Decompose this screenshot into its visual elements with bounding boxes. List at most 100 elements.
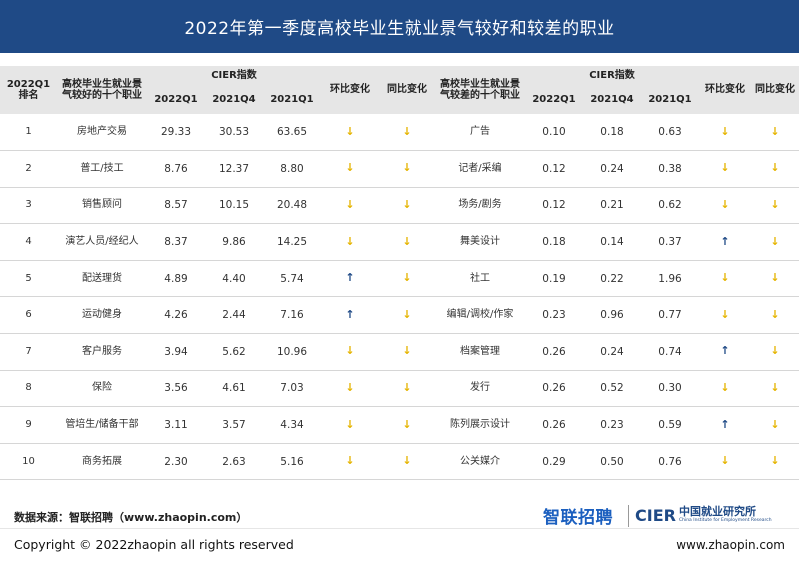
rank-cell: 2 (0, 150, 57, 188)
good-yoy-cell: ↓ (379, 443, 435, 481)
bad-yoy-cell: ↓ (751, 333, 799, 371)
rank-cell: 5 (0, 260, 57, 298)
bad-job-cell: 陈列展示设计 (435, 406, 525, 444)
header-good-2022q1: 2022Q1 (147, 86, 205, 114)
arrow-down-icon: ↓ (770, 234, 780, 248)
good-yoy-cell: ↓ (379, 187, 435, 225)
arrow-down-icon: ↓ (720, 161, 730, 175)
bad-2022q1-cell: 0.12 (525, 150, 583, 188)
arrow-down-icon: ↓ (345, 344, 355, 358)
table-row: 4 演艺人员/经纪人 8.37 9.86 14.25 ↓ ↓ 舞美设计 0.18 0.14 0.37… (0, 223, 799, 261)
bad-mom-cell: ↑ (699, 333, 751, 371)
data-source: 数据来源：智联招聘（www.zhaopin.com） (14, 511, 248, 524)
good-2021q1-cell: 63.65 (263, 114, 321, 152)
rank-cell: 9 (0, 406, 57, 444)
bad-job-cell: 社工 (435, 260, 525, 298)
divider (0, 528, 799, 529)
arrow-down-icon: ↓ (345, 417, 355, 431)
good-2021q1-cell: 14.25 (263, 223, 321, 261)
arrow-down-icon: ↓ (402, 307, 412, 321)
zhaopin-logo: 智联招聘 (543, 502, 613, 528)
good-mom-cell: ↓ (321, 114, 379, 152)
bad-2021q1-cell: 0.63 (641, 114, 699, 152)
bad-job-cell: 发行 (435, 370, 525, 408)
good-2022q1-cell: 4.89 (147, 260, 205, 298)
cier-logo: CIER 中国就业研究所 China Institute for Employm… (635, 502, 772, 528)
bad-yoy-cell: ↓ (751, 187, 799, 225)
header-good-2021q1: 2021Q1 (263, 86, 321, 114)
good-job-cell: 商务拓展 (57, 443, 147, 481)
arrow-down-icon: ↓ (770, 380, 780, 394)
good-mom-cell: ↓ (321, 150, 379, 188)
rank-cell: 6 (0, 296, 57, 335)
arrow-down-icon: ↓ (402, 454, 412, 468)
header-bad-2021q4: 2021Q4 (583, 86, 641, 114)
site-url: www.zhaopin.com (676, 538, 785, 552)
good-2021q4-cell: 2.44 (205, 296, 263, 335)
good-mom-cell: ↑ (321, 260, 379, 298)
bad-job-cell: 广告 (435, 114, 525, 152)
header-bad-yoy: 同比变化 (751, 66, 799, 114)
arrow-down-icon: ↓ (345, 380, 355, 394)
good-2021q1-cell: 8.80 (263, 150, 321, 188)
arrow-down-icon: ↓ (402, 417, 412, 431)
arrow-down-icon: ↓ (770, 124, 780, 138)
good-2021q1-cell: 4.34 (263, 406, 321, 444)
bad-2022q1-cell: 0.26 (525, 333, 583, 371)
good-2021q1-cell: 7.03 (263, 370, 321, 408)
header-bad-2021q1: 2021Q1 (641, 86, 699, 114)
arrow-down-icon: ↓ (770, 197, 780, 211)
good-2021q4-cell: 4.61 (205, 370, 263, 408)
bad-2021q1-cell: 0.76 (641, 443, 699, 481)
good-2021q4-cell: 4.40 (205, 260, 263, 298)
bad-2022q1-cell: 0.26 (525, 370, 583, 408)
good-job-cell: 普工/技工 (57, 150, 147, 188)
arrow-down-icon: ↓ (402, 344, 412, 358)
arrow-up-icon: ↑ (720, 234, 730, 248)
arrow-down-icon: ↓ (720, 307, 730, 321)
arrow-up-icon: ↑ (720, 344, 730, 358)
good-job-cell: 运动健身 (57, 296, 147, 335)
arrow-down-icon: ↓ (770, 161, 780, 175)
bad-2022q1-cell: 0.10 (525, 114, 583, 152)
header-good-jobs: 高校毕业生就业景气较好的十个职业 (57, 66, 147, 114)
bad-mom-cell: ↓ (699, 114, 751, 152)
good-2021q1-cell: 5.74 (263, 260, 321, 298)
good-2022q1-cell: 2.30 (147, 443, 205, 481)
good-2022q1-cell: 3.94 (147, 333, 205, 371)
arrow-down-icon: ↓ (720, 271, 730, 285)
good-job-cell: 管培生/储备干部 (57, 406, 147, 444)
good-job-cell: 保险 (57, 370, 147, 408)
rank-cell: 8 (0, 370, 57, 408)
good-mom-cell: ↓ (321, 223, 379, 261)
arrow-down-icon: ↓ (345, 161, 355, 175)
page-title-bar: 2022年第一季度高校毕业生就业景气较好和较差的职业 (0, 0, 799, 53)
bad-job-cell: 场务/剧务 (435, 187, 525, 225)
rank-cell: 3 (0, 187, 57, 225)
bad-2022q1-cell: 0.29 (525, 443, 583, 481)
bad-2021q4-cell: 0.24 (583, 150, 641, 188)
bad-yoy-cell: ↓ (751, 296, 799, 335)
good-2021q4-cell: 2.63 (205, 443, 263, 481)
bad-job-cell: 编辑/调校/作家 (435, 296, 525, 335)
good-yoy-cell: ↓ (379, 223, 435, 261)
logo-divider (628, 505, 629, 527)
rank-cell: 7 (0, 333, 57, 371)
page-title: 2022年第一季度高校毕业生就业景气较好和较差的职业 (184, 19, 615, 39)
good-2022q1-cell: 8.37 (147, 223, 205, 261)
good-job-cell: 房地产交易 (57, 114, 147, 152)
good-mom-cell: ↓ (321, 333, 379, 371)
header-good-2021q4: 2021Q4 (205, 86, 263, 114)
bad-mom-cell: ↓ (699, 370, 751, 408)
arrow-up-icon: ↑ (720, 417, 730, 431)
good-2022q1-cell: 3.56 (147, 370, 205, 408)
cier-logo-en: China Institute for Employment Research (678, 518, 772, 523)
bad-2021q1-cell: 0.74 (641, 333, 699, 371)
employment-table: 2022Q1排名 高校毕业生就业景气较好的十个职业 CIER指数 环比变化 同比… (0, 66, 799, 481)
good-2021q1-cell: 20.48 (263, 187, 321, 225)
table-row: 5 配送理货 4.89 4.40 5.74 ↑ ↓ 社工 0.19 0.22 1.96 ↓ ↓ (0, 260, 799, 298)
arrow-down-icon: ↓ (720, 197, 730, 211)
good-2022q1-cell: 8.57 (147, 187, 205, 225)
rank-cell: 10 (0, 443, 57, 481)
arrow-up-icon: ↑ (345, 307, 355, 321)
